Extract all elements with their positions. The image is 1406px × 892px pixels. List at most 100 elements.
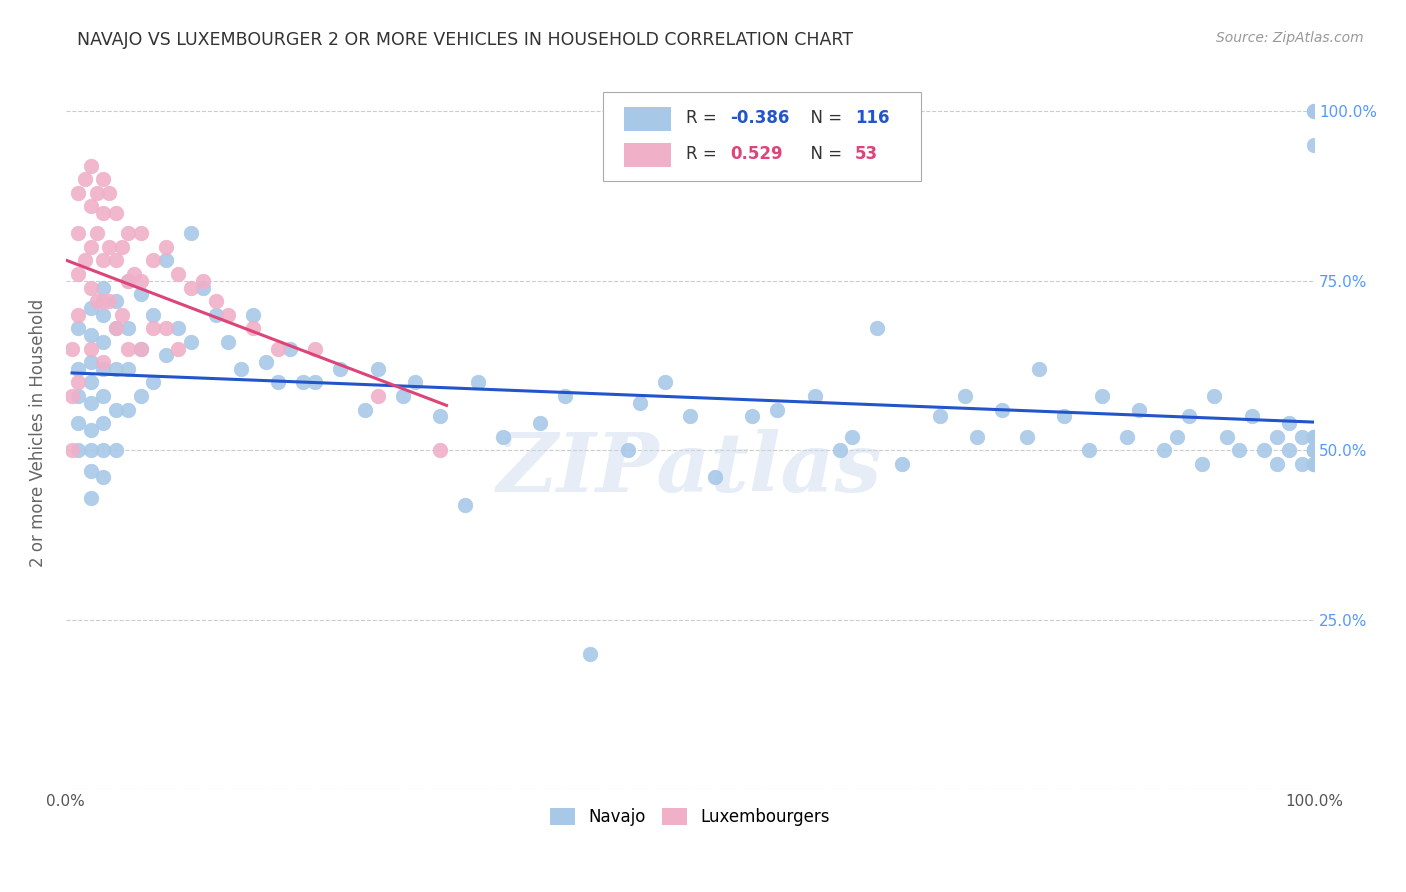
Point	[129, 287, 152, 301]
Point	[104, 321, 127, 335]
Point	[628, 396, 651, 410]
Point	[1303, 457, 1326, 471]
Point	[80, 301, 103, 315]
Point	[741, 409, 763, 424]
Point	[1278, 416, 1301, 430]
Point	[1303, 443, 1326, 458]
Point	[91, 280, 114, 294]
Point	[1303, 457, 1326, 471]
Point	[86, 294, 108, 309]
Point	[1303, 457, 1326, 471]
Point	[80, 396, 103, 410]
Point	[142, 376, 165, 390]
Point	[80, 240, 103, 254]
Point	[91, 172, 114, 186]
Point	[98, 186, 121, 200]
Point	[891, 457, 914, 471]
Point	[129, 227, 152, 241]
Point	[467, 376, 489, 390]
Point	[928, 409, 950, 424]
Point	[80, 443, 103, 458]
Point	[67, 389, 90, 403]
Point	[291, 376, 314, 390]
Point	[91, 355, 114, 369]
Point	[1265, 457, 1288, 471]
Point	[217, 308, 239, 322]
Point	[1015, 430, 1038, 444]
Point	[104, 294, 127, 309]
Point	[104, 402, 127, 417]
Point	[367, 362, 389, 376]
Point	[129, 342, 152, 356]
Point	[1128, 402, 1150, 417]
Point	[117, 274, 139, 288]
Point	[67, 376, 90, 390]
Point	[67, 267, 90, 281]
Point	[86, 227, 108, 241]
Point	[1303, 443, 1326, 458]
Point	[1227, 443, 1250, 458]
Text: -0.386: -0.386	[730, 109, 789, 128]
Point	[73, 253, 96, 268]
Y-axis label: 2 or more Vehicles in Household: 2 or more Vehicles in Household	[30, 299, 46, 567]
Point	[204, 294, 226, 309]
Point	[80, 342, 103, 356]
Point	[991, 402, 1014, 417]
Point	[155, 321, 177, 335]
Point	[1303, 443, 1326, 458]
Text: 0.529: 0.529	[730, 145, 783, 163]
Point	[80, 355, 103, 369]
Point	[98, 240, 121, 254]
Point	[217, 334, 239, 349]
Point	[67, 443, 90, 458]
Point	[1028, 362, 1050, 376]
Point	[142, 253, 165, 268]
Text: Source: ZipAtlas.com: Source: ZipAtlas.com	[1216, 31, 1364, 45]
Point	[1078, 443, 1101, 458]
Point	[1303, 138, 1326, 153]
Point	[117, 362, 139, 376]
Point	[1153, 443, 1175, 458]
Point	[404, 376, 426, 390]
Point	[1115, 430, 1137, 444]
Point	[60, 389, 83, 403]
Point	[111, 308, 134, 322]
Point	[1204, 389, 1226, 403]
Point	[80, 159, 103, 173]
Point	[1303, 443, 1326, 458]
Point	[679, 409, 702, 424]
Point	[267, 376, 290, 390]
Legend: Navajo, Luxembourgers: Navajo, Luxembourgers	[541, 799, 838, 834]
Point	[354, 402, 377, 417]
Point	[104, 253, 127, 268]
Text: R =: R =	[686, 109, 723, 128]
Point	[80, 280, 103, 294]
Point	[80, 199, 103, 213]
Point	[429, 443, 451, 458]
Point	[104, 443, 127, 458]
Point	[142, 308, 165, 322]
Bar	[624, 107, 671, 131]
Point	[304, 376, 326, 390]
Point	[80, 376, 103, 390]
Point	[180, 227, 202, 241]
Point	[1191, 457, 1213, 471]
Point	[98, 294, 121, 309]
Point	[117, 321, 139, 335]
Point	[91, 334, 114, 349]
Point	[180, 334, 202, 349]
Point	[966, 430, 988, 444]
Point	[841, 430, 863, 444]
Point	[80, 464, 103, 478]
Point	[91, 308, 114, 322]
Point	[67, 227, 90, 241]
Point	[803, 389, 825, 403]
Point	[60, 443, 83, 458]
Point	[155, 240, 177, 254]
Point	[1253, 443, 1275, 458]
Point	[828, 443, 851, 458]
Point	[492, 430, 515, 444]
Point	[191, 280, 214, 294]
Point	[1178, 409, 1201, 424]
Text: 53: 53	[855, 145, 877, 163]
